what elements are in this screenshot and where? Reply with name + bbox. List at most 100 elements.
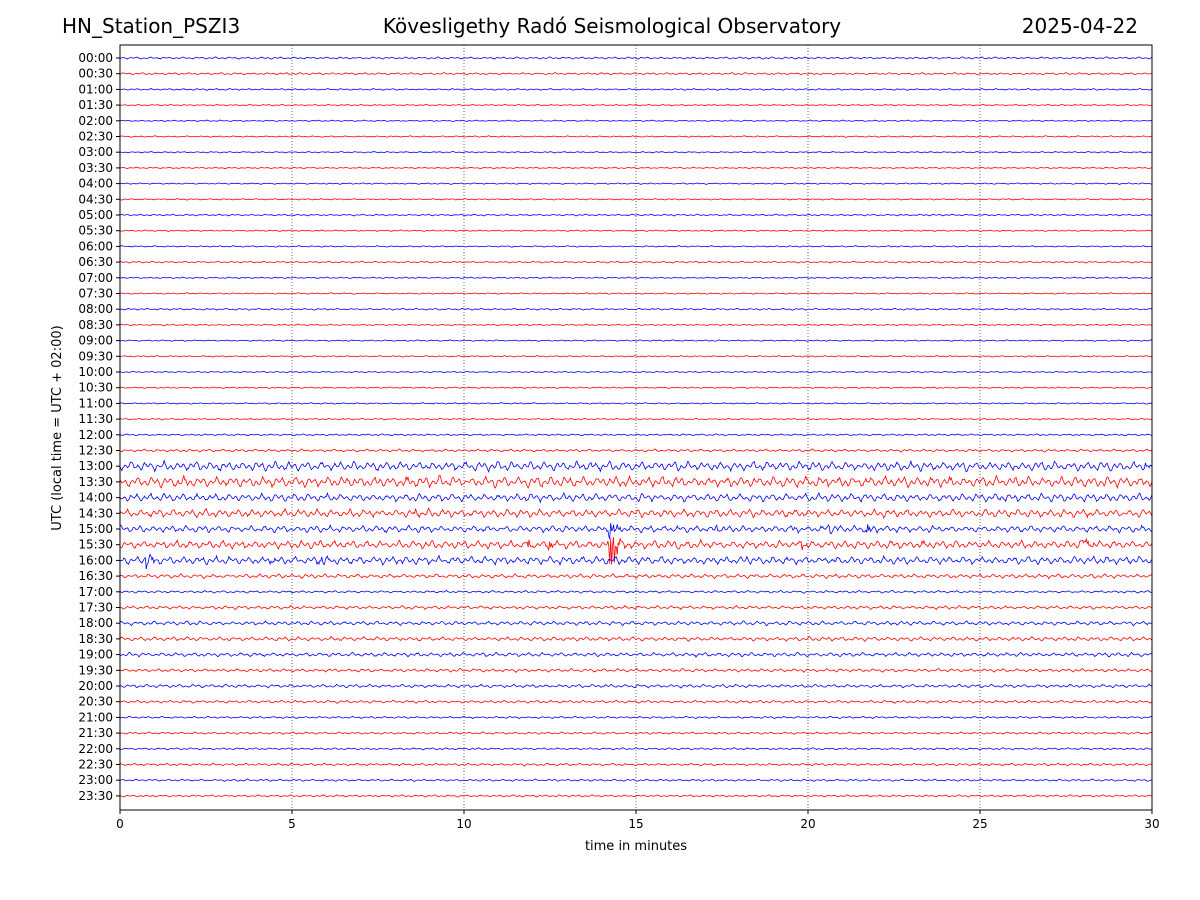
trace-1430 (119, 507, 1153, 520)
plot-date: 2025-04-22 (1021, 14, 1138, 38)
x-tick-label: 20 (800, 817, 815, 831)
y-tick-label: 08:00 (78, 302, 113, 316)
trace-1130 (119, 417, 1153, 421)
y-tick-label: 17:30 (78, 601, 113, 615)
y-tick-label: 05:00 (78, 208, 113, 222)
y-tick-label: 09:00 (78, 334, 113, 348)
observatory-title: Kövesligethy Radó Seismological Observat… (382, 14, 842, 38)
y-tick-label: 11:30 (78, 412, 113, 426)
trace-1030 (119, 386, 1153, 389)
trace-1300 (119, 459, 1153, 473)
trace-1330 (119, 474, 1153, 490)
y-tick-label: 13:30 (78, 475, 113, 489)
trace-1530 (119, 537, 1153, 565)
trace-0530 (119, 229, 1153, 232)
y-tick-label: 06:00 (78, 239, 113, 253)
trace-1930 (119, 667, 1153, 674)
trace-0830 (119, 323, 1153, 327)
trace-0000 (119, 56, 1153, 60)
y-axis-label: UTC (local time = UTC + 02:00) (50, 325, 65, 530)
y-tick-label: 02:00 (78, 114, 113, 128)
trace-2330 (119, 794, 1153, 798)
trace-0300 (119, 150, 1153, 154)
y-tick-label: 04:30 (78, 192, 113, 206)
trace-1800 (119, 620, 1153, 627)
y-tick-label: 19:30 (78, 663, 113, 677)
trace-1730 (119, 604, 1153, 611)
y-tick-label: 03:00 (78, 145, 113, 159)
trace-2230 (119, 762, 1153, 767)
trace-0800 (119, 307, 1153, 311)
trace-0730 (119, 292, 1153, 295)
trace-0900 (119, 339, 1153, 342)
trace-2300 (119, 778, 1153, 782)
trace-1630 (119, 573, 1153, 580)
trace-0930 (120, 355, 1153, 358)
y-tick-label: 18:30 (78, 632, 113, 646)
trace-0700 (119, 276, 1153, 280)
trace-1000 (119, 370, 1153, 374)
trace-1230 (120, 448, 1153, 453)
y-tick-label: 17:00 (78, 585, 113, 599)
trace-2030 (119, 699, 1153, 704)
y-tick-label: 10:00 (78, 365, 113, 379)
y-tick-label: 14:00 (78, 491, 113, 505)
trace-0130 (119, 103, 1153, 107)
y-tick-label: 16:00 (78, 553, 113, 567)
y-tick-label: 02:30 (78, 130, 113, 144)
trace-0100 (119, 87, 1153, 91)
y-tick-label: 03:30 (78, 161, 113, 175)
y-tick-label: 18:00 (78, 616, 113, 630)
trace-0500 (120, 213, 1153, 217)
y-tick-label: 07:30 (78, 287, 113, 301)
y-tick-label: 08:30 (78, 318, 113, 332)
y-tick-label: 11:00 (78, 396, 113, 410)
trace-0630 (119, 260, 1152, 264)
trace-0600 (119, 245, 1153, 248)
grid-lines (291, 45, 981, 810)
y-tick-label: 23:00 (78, 773, 113, 787)
y-tick-label: 00:00 (78, 51, 113, 65)
x-tick-label: 5 (288, 817, 296, 831)
y-tick-label: 12:30 (78, 444, 113, 458)
trace-0400 (119, 182, 1153, 185)
y-tick-label: 10:30 (78, 381, 113, 395)
y-tick-label: 13:00 (78, 459, 113, 473)
trace-1400 (119, 491, 1153, 504)
y-tick-label: 19:00 (78, 648, 113, 662)
station-name: HN_Station_PSZI3 (62, 14, 241, 38)
trace-0230 (119, 135, 1153, 138)
x-tick-label: 0 (116, 817, 124, 831)
y-tick-label: 15:00 (78, 522, 113, 536)
trace-2200 (119, 747, 1153, 751)
x-tick-label: 10 (456, 817, 471, 831)
trace-0430 (119, 198, 1153, 201)
trace-2130 (119, 731, 1153, 735)
x-axis-label: time in minutes (585, 839, 687, 854)
trace-1600 (119, 553, 1153, 569)
y-tick-label: 15:30 (78, 538, 113, 552)
y-tick-label: 14:30 (78, 506, 113, 520)
trace-2000 (119, 683, 1153, 689)
y-tick-label: 22:30 (78, 758, 113, 772)
trace-1830 (119, 635, 1153, 642)
x-tick-label: 15 (628, 817, 643, 831)
trace-0200 (119, 119, 1153, 123)
x-tick-label: 25 (972, 817, 987, 831)
y-tick-label: 22:00 (78, 742, 113, 756)
y-tick-label: 20:30 (78, 695, 113, 709)
y-tick-label: 01:00 (78, 82, 113, 96)
y-tick-label: 20:00 (78, 679, 113, 693)
trace-0330 (120, 166, 1153, 170)
x-tick-label: 30 (1144, 817, 1159, 831)
trace-1500 (119, 522, 1153, 540)
y-tick-label: 01:30 (78, 98, 113, 112)
y-tick-label: 04:00 (78, 177, 113, 191)
trace-layer (119, 56, 1153, 798)
y-tick-label: 05:30 (78, 224, 113, 238)
y-tick-label: 09:30 (78, 349, 113, 363)
trace-2100 (120, 715, 1153, 720)
y-tick-label: 07:00 (78, 271, 113, 285)
